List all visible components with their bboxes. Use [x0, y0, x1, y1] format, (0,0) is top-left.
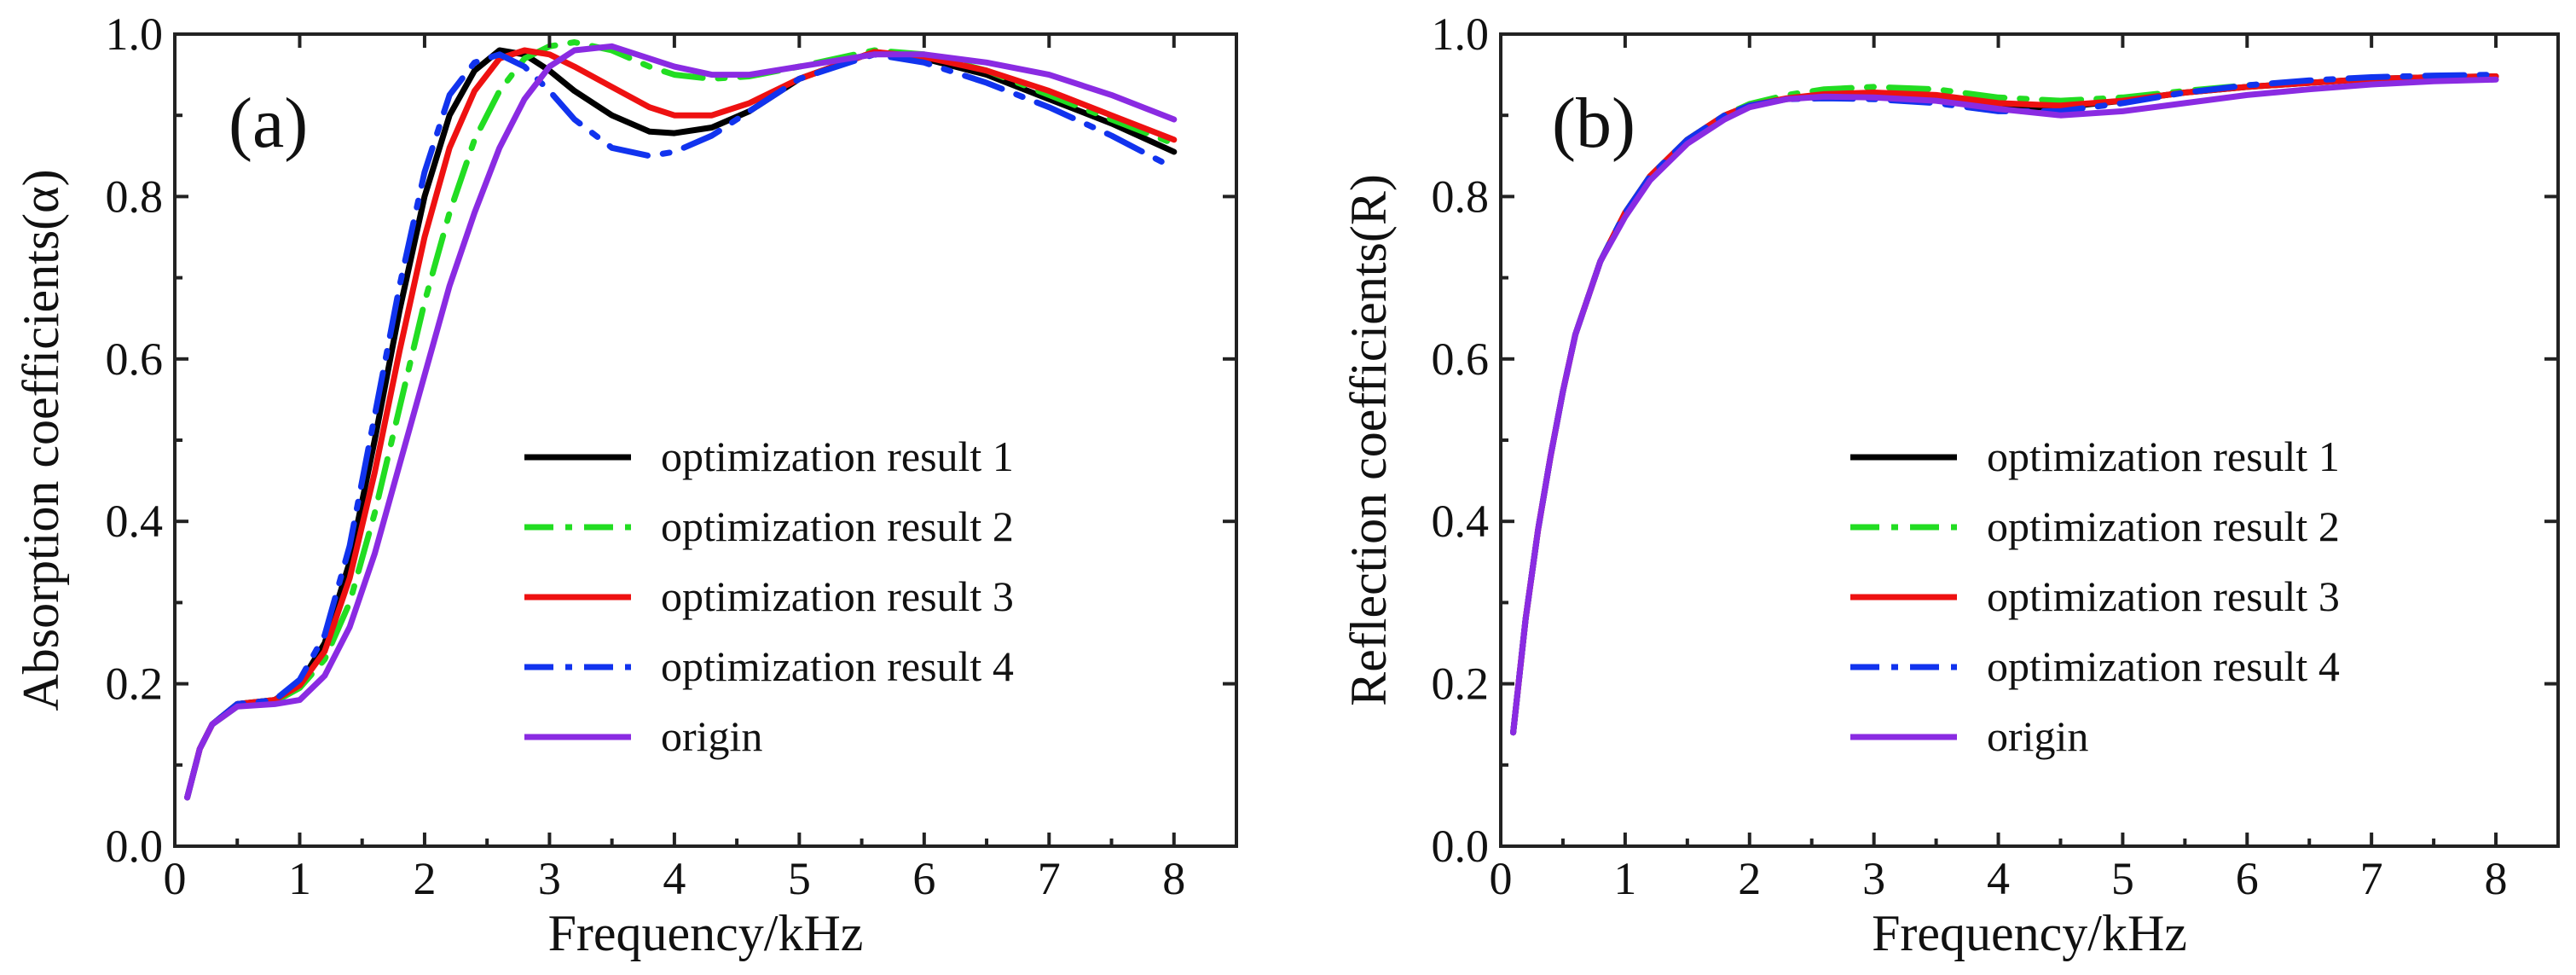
panel-b-x-axis: 0 1 2 3 4 5 6 7 8: [1490, 34, 2508, 904]
panel-a-x-tick-label: 7: [1038, 853, 1061, 904]
panel-b-series: [1510, 72, 2499, 736]
panel-a-y-axis: 0.0 0.2 0.4 0.6 0.8 1.0: [106, 9, 1236, 872]
panel-b-series-line-2: [1510, 73, 2499, 736]
panel-b-x-tick-label: 6: [2236, 853, 2259, 904]
panel-b-legend-label-2: optimization result 2: [1987, 502, 2340, 550]
panel-b-y-axis-title: Reflection coefficients(R): [1340, 174, 1397, 706]
panel-a-legend-label-2: optimization result 2: [661, 502, 1014, 550]
panel-b-y-axis: 0.0 0.2 0.4 0.6 0.8 1.0: [1432, 9, 2558, 872]
panel-b-y-tick-label: 0.6: [1432, 334, 1490, 385]
panel-a: 0 1 2 3 4 5 6 7 8 0.0 0.2 0.4 0.6 0.8 1.0 Frequency/kHz…: [13, 9, 1238, 961]
panel-a-series-line-5: [184, 43, 1178, 801]
panel-b-x-tick-label: 2: [1738, 853, 1761, 904]
panel-a-x-tick-label: 1: [288, 853, 311, 904]
panel-b-y-tick-label: 1.0: [1432, 9, 1490, 60]
panel-a-x-axis-title: Frequency/kHz: [548, 905, 864, 961]
panel-a-x-tick-label: 0: [164, 853, 187, 904]
panel-b-series-line-1: [1510, 73, 2499, 736]
panel-a-series: [184, 39, 1178, 801]
panel-b-y-tick-label: 0.4: [1432, 496, 1490, 547]
panel-a-x-tick-label: 3: [538, 853, 561, 904]
panel-a-legend-label-4: optimization result 4: [661, 642, 1014, 690]
panel-b-x-tick-label: 5: [2111, 853, 2134, 904]
panel-b-x-axis-title: Frequency/kHz: [1872, 905, 2187, 961]
panel-b: 0 1 2 3 4 5 6 7 8 0.0 0.2 0.4 0.6 0.8 1.0 Frequency/kHz…: [1340, 9, 2560, 961]
panel-b-legend: optimization result 1 optimization result…: [1850, 432, 2340, 760]
panel-b-x-tick-label: 7: [2360, 853, 2383, 904]
panel-a-y-tick-label: 1.0: [106, 9, 164, 60]
panel-a-legend-label-1: optimization result 1: [661, 432, 1014, 480]
panel-b-legend-label-3: optimization result 3: [1987, 572, 2340, 620]
panel-a-y-tick-label: 0.4: [106, 496, 164, 547]
panel-b-y-tick-label: 0.2: [1432, 659, 1490, 710]
panel-a-y-axis-title: Absorption coefficients(α): [13, 169, 69, 711]
panel-a-y-tick-label: 0.0: [106, 821, 164, 872]
panel-a-legend: optimization result 1 optimization result…: [524, 432, 1014, 760]
panel-b-series-line-3: [1510, 73, 2499, 736]
panel-a-legend-label-5: origin: [661, 712, 762, 760]
panel-b-legend-label-4: optimization result 4: [1987, 642, 2340, 690]
panel-b-series-line-5: [1510, 76, 2499, 736]
panel-a-x-tick-label: 5: [788, 853, 811, 904]
panel-a-x-tick-label: 4: [663, 853, 686, 904]
panel-a-label: (a): [229, 84, 308, 163]
panel-b-x-tick-label: 0: [1490, 853, 1513, 904]
panel-b-x-tick-label: 1: [1613, 853, 1636, 904]
panel-a-y-tick-label: 0.8: [106, 171, 164, 222]
panel-a-x-tick-label: 2: [413, 853, 436, 904]
panel-b-x-tick-label: 4: [1987, 853, 2010, 904]
panel-b-y-tick-label: 0.0: [1432, 821, 1490, 872]
panel-a-y-tick-label: 0.6: [106, 334, 164, 385]
panel-b-x-tick-label: 3: [1862, 853, 1885, 904]
panel-a-x-tick-label: 6: [912, 853, 935, 904]
panel-a-legend-label-3: optimization result 3: [661, 572, 1014, 620]
panel-b-legend-label-5: origin: [1987, 712, 2088, 760]
panel-b-legend-label-1: optimization result 1: [1987, 432, 2340, 480]
panel-b-y-tick-label: 0.8: [1432, 171, 1490, 222]
panel-b-label: (b): [1552, 84, 1635, 163]
panel-b-x-tick-label: 8: [2485, 853, 2508, 904]
panel-a-x-tick-label: 8: [1162, 853, 1185, 904]
panel-a-x-axis: 0 1 2 3 4 5 6 7 8: [164, 34, 1185, 904]
panel-a-y-tick-label: 0.2: [106, 659, 164, 710]
